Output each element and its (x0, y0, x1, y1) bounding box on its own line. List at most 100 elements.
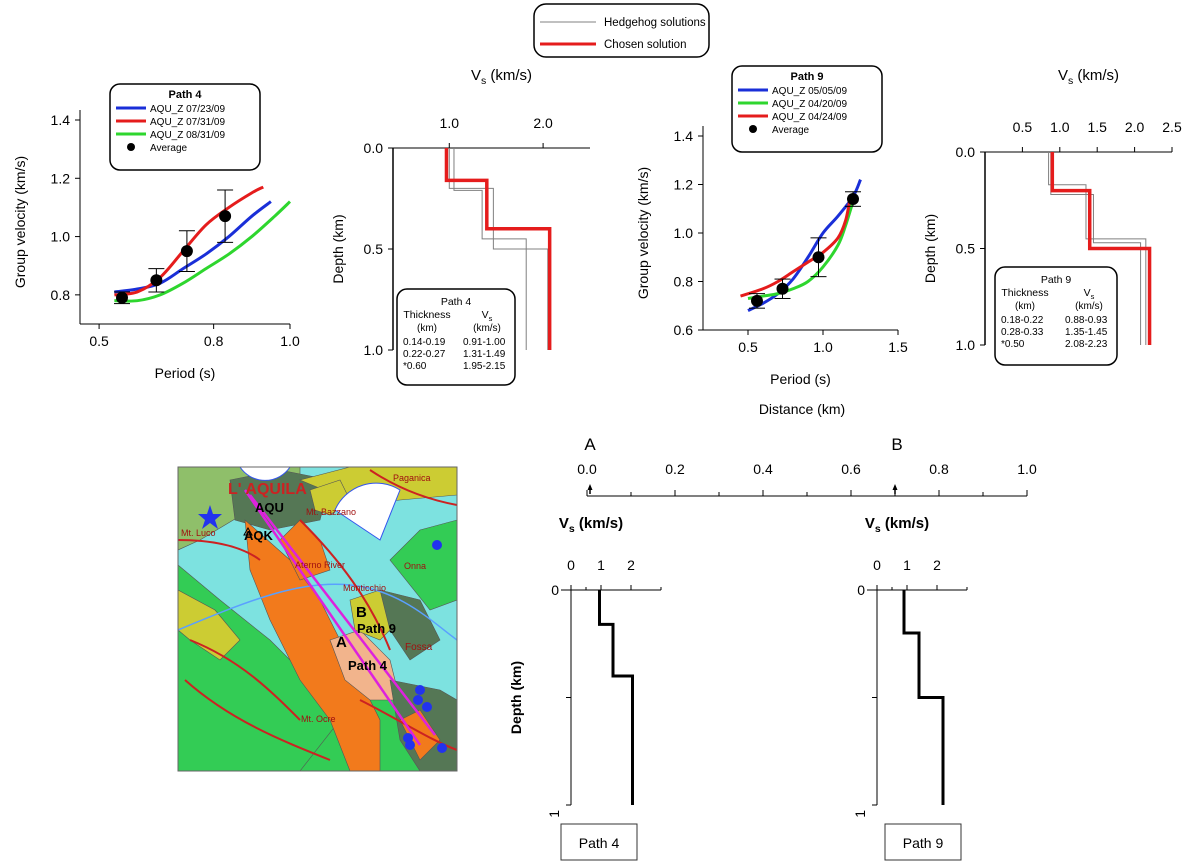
distance-axis-tick-label: 0.0 (577, 461, 597, 477)
distance-axis-tick-label: 0.8 (929, 461, 949, 477)
map-place-label: Mt. Bazzano (306, 507, 356, 517)
profile_path9-table-cell: 0.28-0.33 (1001, 327, 1044, 338)
dispersion_path9-series-red (740, 198, 852, 298)
distance-axis-tick-label: 1.0 (1017, 461, 1037, 477)
map-path9-line (249, 494, 436, 736)
bottom_path4-x-tick-label: 1 (597, 557, 605, 573)
bottom_path4-profile-line (598, 590, 634, 805)
profile_path9-table-cell: 0.18-0.22 (1001, 315, 1044, 326)
bottom_path9-profile-line (902, 590, 945, 805)
profile_path4-series-grey (453, 148, 527, 350)
profile_path9-x-label: Vs (km/s) (1058, 67, 1119, 87)
dispersion_path4-legend-title: Path 4 (168, 89, 202, 101)
profile_path4-x-tick-label: 1.0 (440, 115, 460, 131)
profile_path9-table-head-vs-sub: s (1091, 292, 1095, 301)
profile_path4-y-tick-label: 0.5 (364, 241, 384, 257)
dispersion_path9-legend-entry: AQU_Z 04/24/09 (772, 112, 847, 123)
dispersion_path9-y-tick-label: 1.4 (674, 128, 694, 144)
dispersion_path9-series-blue (747, 179, 862, 312)
dispersion_path4-average-point (219, 210, 232, 223)
map-path-label: Path 4 (348, 658, 388, 673)
bottom_path4-y-tick-label: 1 (546, 810, 562, 818)
map-station-dot (437, 743, 447, 753)
dispersion_path4-y-label: Group velocity (km/s) (12, 156, 28, 288)
bottom_path4-y-label: Depth (km) (508, 661, 524, 734)
profile_path9-table-cell: 2.08-2.23 (1065, 339, 1108, 350)
distance-marker-b: B (891, 435, 902, 454)
dispersion_path9-average-point (812, 251, 825, 264)
dispersion_path4-average-point (116, 291, 128, 304)
profile_path9-table-cell: *0.50 (1001, 339, 1025, 350)
bottom_path4-caption-box (560, 823, 638, 861)
profile_path4-x-label: Vs (km/s) (471, 67, 532, 87)
profile_path4-y-label: Depth (km) (330, 214, 346, 283)
profile_path9-table-box (994, 266, 1118, 366)
dispersion_path9-y-tick-label: 0.6 (674, 322, 694, 338)
map-place-label: Fossa (405, 642, 433, 653)
dispersion_path4-series-green (114, 200, 292, 303)
profile_path9-y-tick-label: 0.5 (956, 241, 976, 257)
dispersion_path4-x-label: Period (s) (155, 365, 216, 381)
map-yellow-unit (178, 589, 241, 661)
dispersion_path9-average-point (776, 282, 789, 295)
dispersion_path9-average-point (847, 193, 859, 206)
dispersion_path4-y-tick-label: 1.2 (51, 170, 71, 186)
dispersion_path4-y-tick-label: 0.8 (51, 287, 71, 303)
dispersion_path9-legend-entry: AQU_Z 04/20/09 (772, 99, 847, 110)
map-point-a: A (336, 634, 347, 651)
dispersion_path4-series-blue (114, 200, 272, 294)
profile_path9-x-tick-label: 2.5 (1162, 119, 1182, 135)
legend-chosen-label: Chosen solution (604, 39, 686, 51)
profile_path4-y-tick-label: 1.0 (364, 342, 384, 358)
bottom_path4-x-label-unit: (km/s) (575, 515, 623, 532)
profile_path9-x-label-unit: (km/s) (1073, 67, 1119, 84)
map-epicenter-star (198, 505, 222, 529)
dispersion_path9-y-label: Group velocity (km/s) (635, 167, 651, 299)
map-station-triangle (243, 526, 253, 536)
map-place-label: Monticchio (343, 583, 386, 593)
dispersion_path4-x-tick-label: 0.8 (204, 333, 224, 349)
profile_path4-table-title: Path 4 (441, 296, 472, 308)
dispersion_path4-average-point (180, 245, 193, 258)
map-river (178, 583, 457, 641)
map-station-dot (415, 685, 425, 695)
map-fault (359, 699, 457, 751)
dispersion_path4-x-tick-label: 0.5 (89, 333, 109, 349)
profile_path4-y-tick-label: 0.0 (364, 140, 384, 156)
bottom_path4-y-tick-label: 0 (551, 582, 559, 598)
map-place-label: Aterno River (295, 560, 345, 570)
profile_path4-table-head-vs-sub: s (489, 314, 493, 323)
map-fault (299, 519, 391, 651)
profile_path4-table-cell: 0.14-0.19 (403, 337, 446, 348)
bottom_path9-x-label: Vs (km/s) (865, 515, 929, 535)
dispersion_path9-average-point (751, 294, 763, 307)
profile_path4-x-label-unit: (km/s) (486, 67, 532, 84)
dispersion_path4-average-point (150, 274, 163, 287)
profile_path9-table-head-vs: Vs (1084, 287, 1095, 301)
profile_path9-x-tick-label: 2.0 (1125, 119, 1145, 135)
bottom_path9-x-tick-label: 0 (873, 557, 881, 573)
map-fault (184, 679, 331, 761)
distance-marker-arrow (892, 484, 898, 490)
profile_path4-table-cell: *0.60 (403, 361, 427, 372)
map-station-label: AQU (255, 500, 284, 515)
profile_path4-table-cell: 0.22-0.27 (403, 349, 446, 360)
dispersion_path9-y-tick-label: 0.8 (674, 274, 694, 290)
dispersion_path9-x-tick-label: 0.5 (738, 339, 758, 355)
bottom_path4-x-tick-label: 0 (567, 557, 575, 573)
bottom_path9-x-tick-label: 2 (933, 557, 941, 573)
dispersion_path4-legend-entry: AQU_Z 07/23/09 (150, 104, 225, 115)
profile_path4-table-head-thickness-unit: (km) (417, 323, 437, 334)
profile_path9-y-label: Depth (km) (922, 214, 938, 283)
dispersion_path9-x-tick-label: 1.5 (888, 339, 908, 355)
dispersion_path4-y-tick-label: 1.0 (51, 229, 71, 245)
dispersion_path9-x-tick-label: 1.0 (813, 339, 833, 355)
dispersion_path4-series-red (114, 185, 264, 297)
map-alluvial-fan (239, 467, 291, 481)
map-town-label: L' AQUILA (228, 481, 307, 498)
profile_path9-table-head-thickness: Thickness (1001, 287, 1048, 299)
dispersion_path4-x-tick-label: 1.0 (280, 333, 300, 349)
dispersion_path9-legend-title: Path 9 (790, 71, 823, 83)
bottom_path4-x-label-sub: s (569, 523, 575, 535)
distance-marker-a: A (584, 435, 596, 454)
